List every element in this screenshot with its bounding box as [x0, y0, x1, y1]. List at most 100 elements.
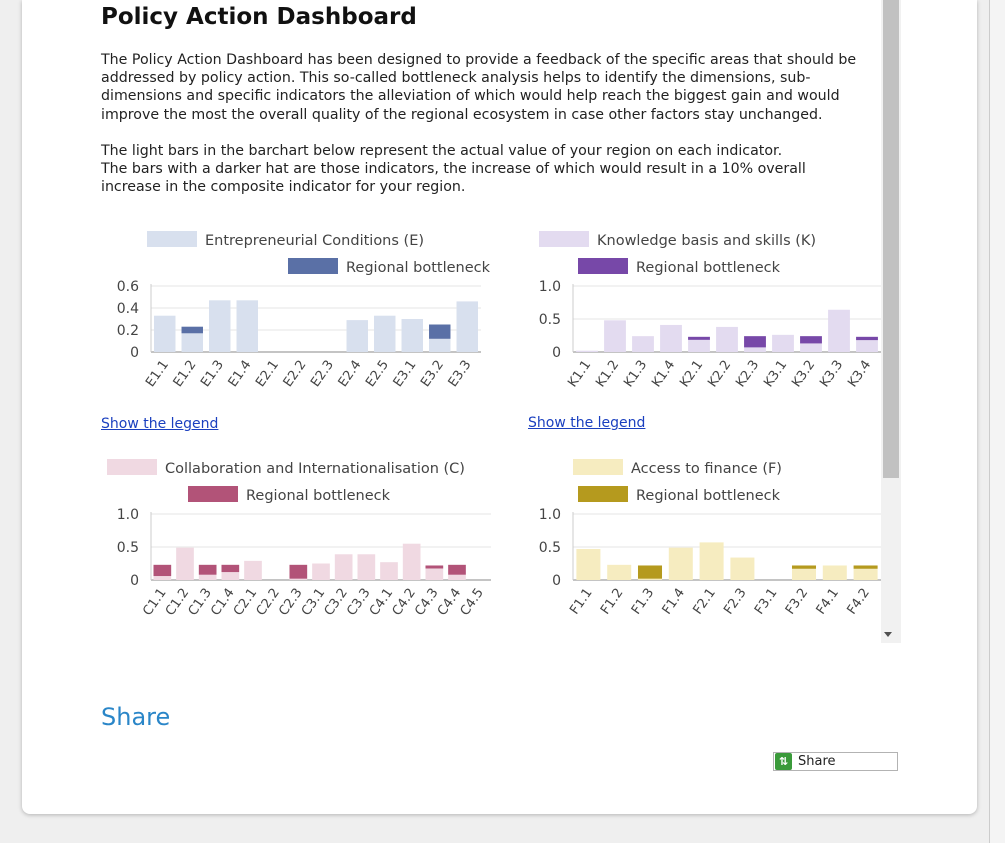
chart-knowledge-basis: Knowledge basis and skills (K) Regional b…	[500, 226, 890, 406]
x-tick-label: K3.4	[845, 358, 874, 391]
bar-K2.1[interactable]	[688, 338, 710, 352]
x-tick-label: F1.3	[629, 586, 657, 618]
bottleneck-bar-K2.1[interactable]	[688, 336, 710, 340]
bar-C4.2[interactable]	[402, 543, 421, 580]
y-tick-label: 0.5	[539, 540, 561, 556]
bar-C1.1[interactable]	[153, 576, 172, 580]
bar-E1.1[interactable]	[154, 315, 176, 352]
bar-K1.2[interactable]	[604, 320, 626, 352]
bar-C4.3[interactable]	[425, 566, 444, 580]
bottleneck-bar-F4.2[interactable]	[853, 565, 878, 569]
bottleneck-bar-F3.2[interactable]	[791, 565, 817, 569]
y-tick-label: 1.0	[539, 507, 561, 523]
x-tick-label: F3.1	[752, 586, 780, 618]
dashboard-card	[22, 0, 977, 814]
bar-E1.4[interactable]	[236, 300, 258, 352]
y-tick-label: 0	[130, 345, 139, 361]
bar-K2.3[interactable]	[744, 347, 766, 352]
x-tick-label: C4.5	[458, 586, 487, 619]
show-legend-link-k[interactable]: Show the legend	[528, 415, 646, 431]
bar-E3.3[interactable]	[456, 301, 478, 352]
bar-E3.2[interactable]	[429, 338, 451, 352]
bottleneck-bar-K3.4[interactable]	[856, 336, 878, 341]
x-tick-label: C3.1	[299, 586, 328, 619]
bar-E3.1[interactable]	[401, 319, 423, 352]
bottleneck-bar-C1.1[interactable]	[153, 564, 172, 577]
bar-K3.3[interactable]	[828, 309, 850, 352]
x-tick-label: F2.3	[721, 586, 749, 618]
bar-F3.2[interactable]	[791, 568, 817, 580]
x-tick-label: K1.2	[593, 358, 622, 391]
scrollbar-thumb[interactable]	[883, 0, 899, 478]
bar-F4.1[interactable]	[822, 565, 847, 580]
bar-C2.3[interactable]	[289, 578, 308, 580]
bar-C1.3[interactable]	[198, 574, 217, 580]
bar-E1.2[interactable]	[181, 333, 203, 352]
bar-K3.2[interactable]	[800, 343, 822, 352]
x-tick-label: E3.1	[391, 358, 420, 390]
show-legend-link-e[interactable]: Show the legend	[101, 416, 219, 432]
bar-E2.5[interactable]	[374, 315, 396, 352]
legend-swatch-bottleneck	[288, 258, 338, 274]
bar-K1.3[interactable]	[632, 336, 654, 352]
y-tick-label: 0.6	[117, 279, 139, 295]
bar-C3.2[interactable]	[334, 554, 353, 580]
bottleneck-bar-C4.3[interactable]	[425, 565, 444, 569]
bar-C4.1[interactable]	[380, 562, 398, 580]
legend-label-indicator: Entrepreneurial Conditions (E)	[205, 233, 424, 249]
x-tick-label: K1.4	[649, 358, 678, 391]
x-tick-label: C1.1	[140, 586, 169, 619]
bar-F4.2[interactable]	[853, 568, 878, 580]
x-tick-label: E2.2	[281, 358, 310, 390]
bar-C3.1[interactable]	[312, 563, 330, 581]
legend-label-indicator: Knowledge basis and skills (K)	[597, 233, 816, 249]
bar-C4.4[interactable]	[448, 574, 466, 580]
y-tick-label: 0	[552, 573, 561, 589]
x-tick-label: F4.1	[814, 586, 842, 618]
y-tick-label: 0.5	[539, 312, 561, 328]
bottleneck-bar-C1.4[interactable]	[221, 564, 240, 573]
bar-C2.1[interactable]	[244, 560, 262, 580]
inner-scrollbar[interactable]	[881, 0, 901, 643]
bar-F1.4[interactable]	[668, 547, 693, 580]
bar-K1.4[interactable]	[660, 324, 682, 352]
bar-K2.2[interactable]	[716, 326, 738, 352]
bottleneck-bar-C4.4[interactable]	[448, 564, 466, 575]
legend-swatch-bottleneck	[578, 258, 628, 274]
bottleneck-bar-E1.2[interactable]	[181, 326, 203, 334]
bar-K3.1[interactable]	[772, 334, 794, 352]
legend-swatch-bottleneck	[188, 486, 238, 502]
scroll-down-arrow-icon[interactable]	[884, 632, 892, 637]
bar-C1.2[interactable]	[176, 547, 194, 580]
intro-paragraph-bars: The light bars in the barchart below rep…	[101, 142, 869, 197]
bar-F2.3[interactable]	[730, 557, 755, 580]
share-icon: ⇅	[775, 753, 792, 770]
x-tick-label: E2.4	[336, 358, 365, 390]
bar-E2.4[interactable]	[346, 320, 368, 352]
bar-F1.2[interactable]	[607, 564, 632, 580]
bottleneck-bar-E3.2[interactable]	[429, 324, 451, 339]
bar-F1.3[interactable]	[637, 578, 663, 580]
x-tick-label: K2.2	[705, 358, 734, 391]
x-tick-label: E1.2	[171, 358, 200, 390]
bar-K3.4[interactable]	[856, 340, 878, 352]
bottleneck-bar-K3.2[interactable]	[800, 336, 822, 344]
share-button[interactable]: ⇅ Share	[773, 752, 898, 771]
page-title: Policy Action Dashboard	[101, 4, 417, 30]
bottleneck-bar-C1.3[interactable]	[198, 564, 217, 575]
bar-C3.3[interactable]	[357, 554, 376, 580]
bar-F2.1[interactable]	[699, 542, 724, 580]
bottleneck-bar-C2.3[interactable]	[289, 564, 308, 579]
y-tick-label: 0.5	[117, 540, 139, 556]
bottleneck-bar-K2.3[interactable]	[744, 336, 766, 348]
bar-K1.1[interactable]	[576, 350, 598, 352]
intro-line-dark-bars: The bars with a darker hat are those ind…	[101, 161, 806, 196]
intro-text: The Policy Action Dashboard has been des…	[101, 51, 869, 214]
page-scrollbar[interactable]	[989, 0, 1005, 843]
chart-access-to-finance: Access to finance (F) Regional bottleneck…	[500, 454, 890, 634]
bar-E1.3[interactable]	[209, 300, 231, 352]
bottleneck-bar-F1.3[interactable]	[637, 565, 663, 579]
bar-C1.4[interactable]	[221, 572, 240, 580]
x-tick-label: K3.1	[761, 358, 790, 391]
bar-F1.1[interactable]	[576, 548, 601, 580]
